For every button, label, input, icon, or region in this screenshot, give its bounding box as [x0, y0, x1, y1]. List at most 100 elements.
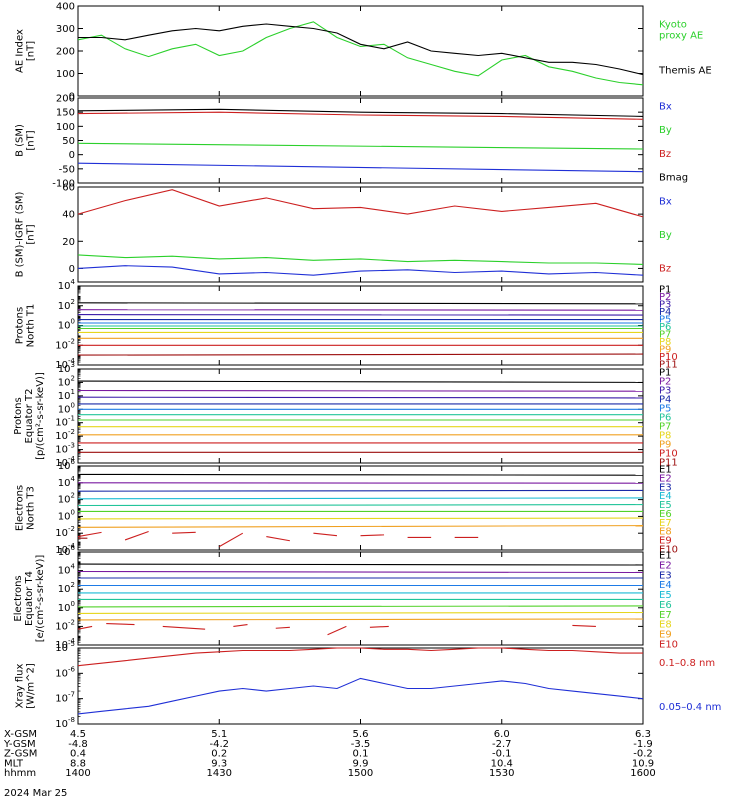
x-tick-label: 0.1: [353, 749, 369, 760]
legend-entry: E3: [659, 570, 672, 581]
series-line-by: [77, 254, 644, 265]
y-tick-label: 400: [56, 2, 75, 13]
series-segment-e10: [327, 625, 347, 636]
y-tick-label: 10-4: [55, 357, 75, 371]
legend-entry: E4: [659, 580, 672, 591]
y-tick-label: 106: [58, 544, 76, 558]
panel-frame: [77, 5, 644, 97]
series-line-e3: [77, 489, 644, 492]
legend-entry: P6: [659, 413, 671, 424]
y-tick-label: 106: [58, 458, 76, 472]
legend-entry: P8: [659, 337, 671, 348]
legend-entry: P4: [659, 307, 671, 318]
legend-entry: P7: [659, 330, 671, 341]
legend-entry: 0.1–0.8 nm: [659, 658, 715, 669]
y-tick-label: 300: [56, 24, 75, 35]
series-line-bz: [77, 111, 644, 120]
series-line-e7: [77, 517, 644, 520]
y-tick-label: -50: [59, 164, 75, 175]
x-tick-label: 9.3: [211, 758, 227, 769]
legend-entry: Themis AE: [658, 66, 712, 77]
legend-entry: E1: [659, 465, 672, 476]
x-tick-label: -1.9: [633, 739, 653, 750]
series-line-bz: [77, 189, 644, 218]
y-tick-label: 200: [56, 47, 75, 58]
legend-entry: P4: [659, 395, 671, 406]
x-tick-label: 1400: [65, 768, 90, 779]
y-tick-label: 10-2: [55, 525, 75, 539]
x-tick-label: -3.5: [351, 739, 371, 750]
legend-entry: E1: [659, 551, 672, 562]
y-tick-label: 104: [58, 563, 76, 577]
series-segment-e9: [313, 532, 338, 537]
x-tick-label: 0.2: [211, 749, 227, 760]
series-line-p3: [77, 396, 644, 399]
y-axis-label: North T1: [26, 304, 37, 348]
y-axis-label: Equator T4: [24, 571, 35, 626]
y-axis-label: B (SM): [15, 124, 26, 157]
legend-entry: Bmag: [659, 173, 688, 184]
y-tick-label: 10-4: [55, 637, 75, 651]
y-axis-label: [e/(cm²-s-sr-keV)]: [35, 555, 46, 643]
y-tick-label: 10-2: [55, 337, 75, 351]
series-line-0-1-0-8-nm: [77, 647, 643, 667]
y-tick-label: 10-3: [55, 442, 75, 456]
legend-entry: P2: [659, 377, 671, 388]
y-tick-label: 100: [58, 508, 75, 522]
legend-entry: E7: [659, 610, 672, 621]
panel-frame: [77, 551, 644, 646]
legend-entry: E8: [659, 527, 672, 538]
y-tick-label: 0: [69, 150, 75, 161]
panel-ee: 106 104 102 100 10-2 10-4 Electrons Equator T4[…: [13, 544, 678, 651]
y-tick-label: 20: [62, 237, 75, 248]
y-axis-label: [nT]: [26, 224, 37, 244]
y-tick-label: 104: [58, 278, 76, 292]
legend-entry: Bx: [659, 197, 672, 208]
series-line-e1: [77, 473, 644, 476]
y-tick-label: 104: [58, 475, 76, 489]
legend-entry: E6: [659, 600, 672, 611]
x-tick-label: 5.1: [211, 729, 227, 740]
legend-entry: E2: [659, 560, 672, 571]
x-tick-label: 6.3: [635, 729, 651, 740]
legend-entry: P9: [659, 345, 671, 356]
legend-entry: E4: [659, 491, 672, 502]
series-line-e4: [77, 497, 644, 500]
series-line-p11: [77, 353, 644, 356]
legend-entry: P3: [659, 300, 671, 311]
series-line-e9: [77, 618, 644, 621]
series-segment-e9: [266, 536, 290, 542]
date-label: 2024 Mar 25: [4, 788, 67, 799]
y-tick-label: -100: [52, 179, 75, 190]
y-tick-label: 60: [62, 183, 75, 194]
legend-entry: P7: [659, 422, 671, 433]
legend-entry: P3: [659, 386, 671, 397]
legend-entry: P10: [659, 352, 678, 363]
legend-entry: P11: [659, 360, 678, 371]
x-tick-label: 1600: [630, 768, 655, 779]
series-line-p2: [77, 389, 644, 392]
x-tick-label: 1500: [348, 768, 373, 779]
legend-entry: E7: [659, 518, 672, 529]
series-segment-e10: [77, 625, 93, 630]
y-axis-label: North T3: [26, 486, 37, 530]
y-tick-label: 101: [58, 388, 75, 402]
x-axis-annotation: X-GSM 4.5 5.1 5.6 6.0 6.3 Y-GSM -4.8 -4.2 -3.5 -2.…: [3, 729, 656, 799]
panel-bigrf: 60 40 20 0 B (SM)-IGRF (SM) [nT] Bx By Bz: [15, 183, 672, 283]
x-tick-label: 10.4: [491, 758, 513, 769]
panel-xray: 10-5 10-6 10-7 10-8 Xray flux [W/m^2] 0.1–0.8 …: [15, 640, 722, 730]
y-tick-label: 100: [58, 401, 75, 415]
panel-ae: 400 300 200 100 0 AE Index [nT] Kyoto proxy AE Th…: [15, 2, 712, 103]
legend-entry: Bx: [659, 102, 672, 113]
legend-entry: E6: [659, 509, 672, 520]
series-segment-e10: [369, 625, 389, 628]
y-tick-label: 10-2: [55, 618, 75, 632]
y-axis-label: [p/(cm²-s-sr-keV)]: [35, 372, 46, 460]
y-tick-label: 0: [69, 264, 75, 275]
series-segment-e10: [162, 625, 206, 630]
series-line-e5: [77, 504, 644, 507]
y-tick-label: 102: [58, 581, 75, 595]
